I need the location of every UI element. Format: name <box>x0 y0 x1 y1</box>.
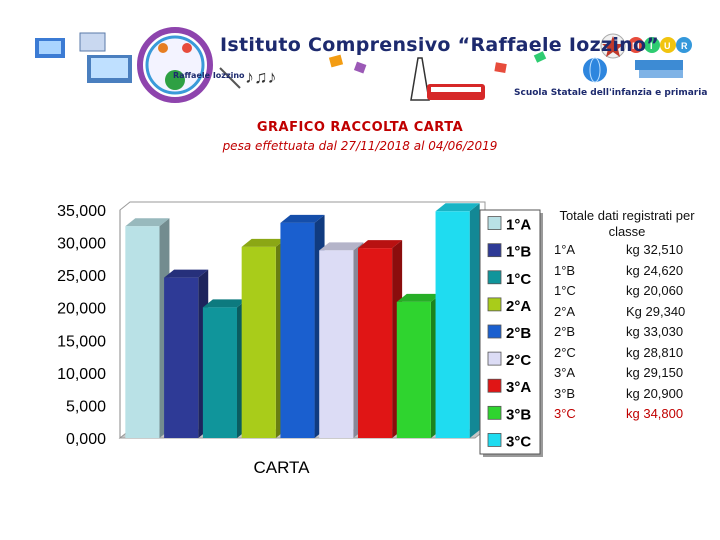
bar <box>435 211 470 438</box>
totals-row: 2°B kg 33,030 <box>552 322 702 343</box>
miur-letter-i: I <box>650 41 653 51</box>
y-tick-label: 0,000 <box>66 431 106 448</box>
totals-row: 2°C kg 28,810 <box>552 343 702 364</box>
y-tick-label: 20,000 <box>57 301 106 318</box>
globe-icon <box>583 58 607 82</box>
school-logo <box>137 27 213 103</box>
bar <box>396 301 431 438</box>
header-banner: ♪♫♪ M I U R Raffaele Iozzino <box>25 8 695 103</box>
legend-label: 3°A <box>506 379 531 396</box>
miur-letter-u: U <box>664 41 671 51</box>
school-subtitle: Scuola Statale dell'infanzia e primaria <box>514 88 708 98</box>
totals-class: 2°C <box>554 344 576 360</box>
legend-swatch <box>487 243 502 258</box>
legend-label: 3°B <box>506 406 531 423</box>
totals-panel: Totale dati registrati per classe 1°A kg … <box>552 208 702 425</box>
x-axis-label: CARTA <box>253 458 310 477</box>
totals-value: kg 34,800 <box>626 406 684 421</box>
legend-label: 1°C <box>506 271 531 288</box>
legend-swatch <box>487 324 502 339</box>
totals-row: 3°B kg 20,900 <box>552 384 702 405</box>
school-name: Istituto Comprensivo “Raffaele Iozzino” <box>220 34 660 56</box>
legend-swatch <box>487 433 502 447</box>
books-icon <box>635 60 683 70</box>
bar <box>125 226 160 438</box>
page-subtitle: pesa effettuata dal 27/11/2018 al 04/06/… <box>222 139 498 153</box>
banner-art: ♪♫♪ M I U R <box>35 27 692 103</box>
bar-top <box>396 293 441 302</box>
miur-letter-r: R <box>681 41 688 51</box>
legend-swatch <box>487 270 502 285</box>
bar <box>357 248 393 438</box>
totals-row: 1°C kg 20,060 <box>552 281 702 302</box>
totals-class: 2°A <box>554 303 576 319</box>
logo-text: Raffaele Iozzino <box>173 71 245 80</box>
totals-row: 1°A kg 32,510 <box>552 240 702 261</box>
bar <box>280 222 315 438</box>
bar-top <box>164 269 209 278</box>
totals-value: kg 32,510 <box>626 242 684 257</box>
bar <box>319 250 354 438</box>
totals-class: 2°B <box>554 324 576 339</box>
legend-label: 3°C <box>506 433 531 450</box>
page-title: GRAFICO RACCOLTA CARTA <box>256 120 464 135</box>
totals-value: kg 20,900 <box>626 385 684 401</box>
eiffel-tower-icon <box>410 57 430 101</box>
bar <box>241 246 276 438</box>
miur-u <box>660 37 676 53</box>
legend-swatch <box>487 405 502 420</box>
legend-swatch <box>487 297 502 312</box>
bar-top <box>357 240 403 249</box>
y-tick-label: 10,000 <box>57 366 106 383</box>
y-tick-label: 25,000 <box>57 268 106 285</box>
totals-class: 3°A <box>554 365 576 380</box>
totals-class: 1°B <box>554 262 576 278</box>
bar-top <box>319 242 364 251</box>
legend-swatch <box>487 351 502 366</box>
totals-class: 3°C <box>554 406 576 421</box>
legend-label: 1°A <box>506 217 531 234</box>
totals-value: kg 24,620 <box>626 262 684 278</box>
totals-row: 1°B kg 24,620 <box>552 261 702 282</box>
legend-swatch <box>487 216 502 230</box>
totals-value: kg 28,810 <box>626 344 684 360</box>
y-tick-label: 15,000 <box>57 333 106 350</box>
miur-m <box>628 37 644 53</box>
bar-top <box>241 238 286 247</box>
legend-label: 2°A <box>506 298 531 315</box>
totals-row: 3°A kg 29,150 <box>552 363 702 384</box>
bar-top <box>280 214 325 223</box>
compass-icon <box>219 67 241 89</box>
y-tick-label: 30,000 <box>57 236 106 253</box>
totals-row: 3°C kg 34,800 <box>552 404 702 425</box>
tablet-icon <box>79 32 106 52</box>
totals-value: kg 29,150 <box>626 365 684 380</box>
legend-label: 1°B <box>506 244 531 261</box>
totals-row: 2°A Kg 29,340 <box>552 302 702 323</box>
totals-value: kg 33,030 <box>626 324 684 339</box>
y-tick-label: 35,000 <box>57 203 106 220</box>
legend-swatch <box>487 378 502 393</box>
totals-heading: Totale dati registrati per classe <box>559 208 695 239</box>
bar-top <box>202 299 248 308</box>
totals-value: kg 20,060 <box>626 283 684 298</box>
bar <box>164 277 199 438</box>
legend-label: 2°B <box>506 325 531 342</box>
bar-top <box>125 218 170 227</box>
chart-svg: 0,000 5,000 10,000 15,000 20,000 25,000 30,000… <box>57 201 543 477</box>
miur-i <box>644 37 660 53</box>
totals-class: 1°C <box>554 283 576 298</box>
bar-side <box>469 203 480 438</box>
totals-class: 3°B <box>554 385 576 401</box>
totals-value: Kg 29,340 <box>626 303 686 319</box>
music-notes-icon: ♪♫♪ <box>245 67 277 87</box>
bar <box>202 307 238 438</box>
legend-label: 2°C <box>506 352 531 369</box>
totals-class: 1°A <box>554 242 576 257</box>
miur-r <box>676 37 692 53</box>
bar-chart: 0,000 5,000 10,000 15,000 20,000 25,000 30,000… <box>38 190 551 484</box>
miur-letter-m: M <box>632 41 640 51</box>
bar-top <box>435 203 480 212</box>
y-tick-label: 5,000 <box>66 398 106 415</box>
